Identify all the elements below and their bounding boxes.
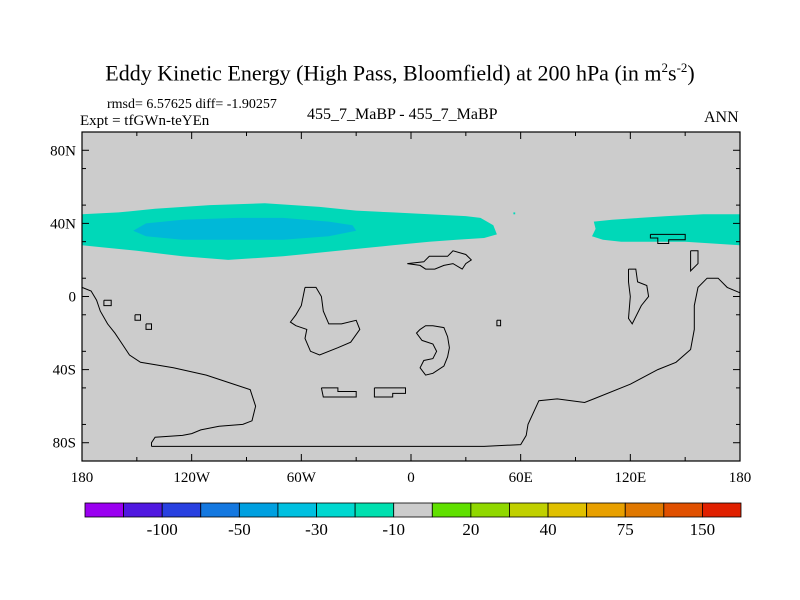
- x-tick-label: 120E: [614, 470, 646, 486]
- colorbar-swatch: [354, 502, 395, 518]
- colorbar-swatch: [277, 502, 317, 518]
- x-tick-label: 60W: [287, 470, 317, 486]
- outline-asia-patch: [627, 268, 650, 325]
- colorbar-swatch: [84, 502, 124, 518]
- x-tick-label: 60E: [509, 470, 533, 486]
- outline-island-b: [134, 314, 141, 321]
- case-line: 455_7_MaBP - 455_7_MaBP: [307, 106, 498, 123]
- colorbar-swatch: [316, 502, 356, 518]
- colorbar-swatch: [161, 502, 202, 518]
- colorbar-swatch: [702, 502, 742, 518]
- colorbar-label: 20: [462, 520, 479, 539]
- season-label: ANN: [704, 109, 739, 126]
- chart-title: Eddy Kinetic Energy (High Pass, Bloomfie…: [105, 60, 695, 86]
- colorbar-swatch: [509, 502, 549, 518]
- colorbar-label: -30: [305, 520, 328, 539]
- colorbar-swatch: [470, 502, 510, 518]
- colorbar-label: 150: [690, 520, 716, 539]
- colorbar-swatch: [200, 502, 240, 518]
- outline-block-africa: [415, 325, 450, 376]
- outline-antarctica-edge: [151, 277, 741, 447]
- outline-island-c: [145, 323, 152, 330]
- stats-line: rmsd= 6.57625 diff= -1.90257: [107, 97, 277, 112]
- outline-strip-right: [373, 387, 406, 398]
- y-tick-label: 40S: [53, 363, 76, 379]
- contour-fill-speck: [513, 212, 516, 215]
- colorbar-swatch: [238, 502, 279, 518]
- contour-fill-band-east: [592, 214, 740, 246]
- outline-block-mid: [289, 286, 361, 356]
- experiment-line: Expt = tfGWn-teYEn: [80, 113, 210, 129]
- colorbar-swatch: [547, 502, 588, 518]
- outline-strip-left: [320, 387, 357, 398]
- outline-pacific-coast: [81, 286, 257, 447]
- x-tick-label: 180: [71, 470, 94, 486]
- y-tick-label: 80S: [53, 436, 76, 452]
- colorbar-swatch: [624, 502, 665, 518]
- y-tick-label: 40N: [50, 216, 76, 232]
- colorbar-label: -50: [228, 520, 251, 539]
- colorbar-swatch: [586, 502, 626, 518]
- outline-island-a: [103, 299, 112, 307]
- x-tick-label: 120W: [173, 470, 211, 486]
- colorbar-label: 40: [540, 520, 557, 539]
- x-tick-label: 180: [729, 470, 752, 486]
- outline-box-east: [649, 233, 686, 244]
- outline-ring-top: [407, 250, 473, 270]
- y-tick-label: 80N: [50, 143, 76, 159]
- y-tick-label: 0: [69, 290, 77, 306]
- outline-speck-c: [496, 319, 502, 327]
- map-plot-area: [82, 132, 740, 461]
- colorbar-label: -100: [147, 520, 178, 539]
- colorbar-swatch: [663, 502, 703, 518]
- outline-nub-east: [690, 250, 699, 273]
- colorbar-swatch: [123, 502, 163, 518]
- contour-fill-core-west: [133, 217, 357, 240]
- colorbar-label: -10: [382, 520, 405, 539]
- colorbar-swatch: [393, 502, 433, 518]
- x-tick-label: 0: [407, 470, 415, 486]
- colorbar-swatch: [431, 502, 472, 518]
- colorbar-label: 75: [617, 520, 634, 539]
